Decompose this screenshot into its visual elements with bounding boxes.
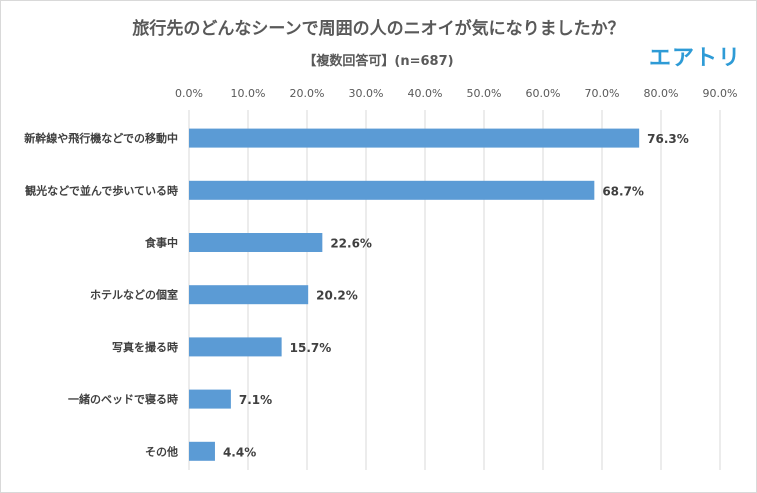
category-label: 写真を撮る時 (112, 340, 178, 354)
x-tick-label: 60.0% (526, 87, 561, 100)
brand-logo: エアトリ (649, 46, 742, 71)
bar (189, 233, 323, 252)
category-label: 食事中 (145, 236, 178, 250)
x-tick-label: 50.0% (467, 87, 502, 100)
data-label: 22.6% (330, 237, 372, 251)
bar (189, 441, 215, 461)
data-label: 4.4% (223, 445, 256, 459)
category-label: 一緒のベッドで寝る時 (68, 392, 178, 406)
data-label: 20.2% (316, 289, 358, 303)
category-label: その他 (145, 444, 178, 458)
category-label: ホテルなどの個室 (90, 288, 178, 302)
x-tick-label: 80.0% (644, 87, 679, 100)
x-tick-label: 70.0% (585, 87, 620, 100)
bar (189, 389, 231, 409)
data-label: 7.1% (239, 393, 272, 407)
data-label: 15.7% (290, 341, 332, 355)
x-tick-label: 0.0% (175, 87, 203, 100)
chart-subtitle: 【複数回答可】(n=687) (303, 54, 454, 69)
x-tick-label: 30.0% (349, 87, 384, 100)
category-label: 新幹線や飛行機などでの移動中 (24, 131, 178, 145)
data-label: 68.7% (602, 184, 644, 198)
data-label: 76.3% (647, 132, 689, 146)
x-tick-label: 20.0% (290, 87, 325, 100)
bar (189, 285, 309, 305)
x-tick-label: 90.0% (703, 87, 738, 100)
bar (189, 337, 282, 357)
category-label: 観光などで並んで歩いている時 (25, 183, 178, 197)
bar (189, 180, 595, 200)
x-tick-label: 10.0% (231, 87, 266, 100)
x-tick-label: 40.0% (408, 87, 443, 100)
chart-title: 旅行先のどんなシーンで周囲の人のニオイが気になりましたか？ (132, 19, 625, 39)
bar (189, 128, 640, 148)
